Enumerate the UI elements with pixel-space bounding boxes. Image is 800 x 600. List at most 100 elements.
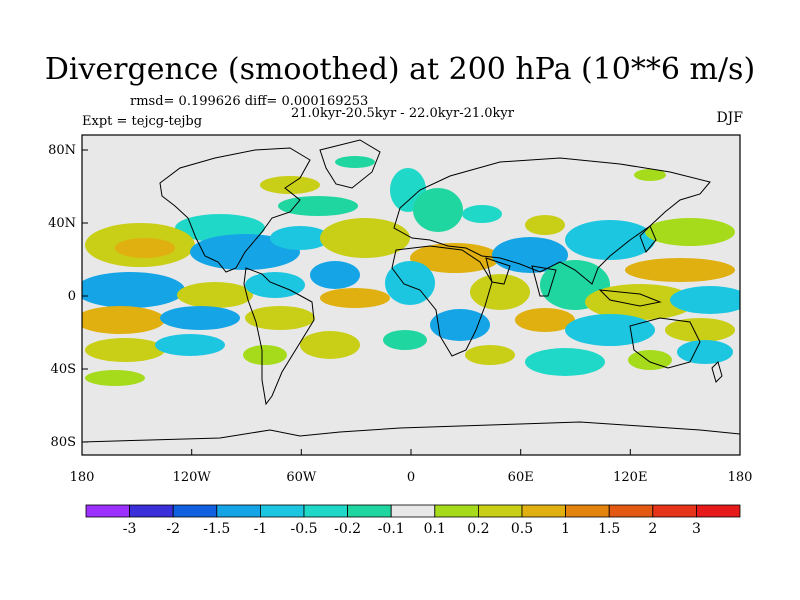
contour-patch xyxy=(525,348,605,376)
contour-patch xyxy=(383,330,427,350)
colorbar-box xyxy=(608,504,654,518)
colorbar-box xyxy=(652,504,697,518)
contour-patch xyxy=(565,314,655,346)
africa-outline xyxy=(391,245,493,357)
colorbar-box xyxy=(696,504,741,518)
contour-patch xyxy=(245,272,305,298)
contour-patch xyxy=(82,306,165,334)
colorbar-label: -2 xyxy=(166,521,180,537)
contour-patch xyxy=(160,306,240,330)
stats-text: rmsd= 0.199626 diff= 0.000169253 xyxy=(130,94,369,109)
colorbar-box xyxy=(216,504,261,518)
contour-patch xyxy=(115,238,175,258)
new-zealand-outline xyxy=(711,361,723,383)
colorbar-box xyxy=(390,504,436,518)
south-america-outline xyxy=(243,267,315,406)
colorbar-labels: -3 -2 -1.5 -1 -0.5 -0.2 -0.1 0.1 0.2 0.5 1 1.5 2 3 xyxy=(123,521,701,537)
colorbar-label: -1.5 xyxy=(203,521,230,537)
contour-patch xyxy=(177,282,253,308)
australia-outline xyxy=(629,317,701,369)
coastlines xyxy=(82,139,740,443)
longitude-axis: 180 120W 60W 0 60E 120E 180 xyxy=(70,449,753,485)
lat-label: 40N xyxy=(48,216,76,231)
colorbar-box xyxy=(85,504,130,518)
contour-patch xyxy=(320,218,410,258)
contour-patch xyxy=(628,350,672,370)
contour-patch xyxy=(410,243,500,273)
colorbar-label: -0.5 xyxy=(291,521,318,537)
contour-patch xyxy=(430,309,490,341)
lon-label: 180 xyxy=(70,470,95,485)
colorbar-box xyxy=(521,504,566,518)
contour-patch xyxy=(270,226,330,250)
japan-outline xyxy=(639,225,657,253)
contour-patch xyxy=(492,237,568,273)
colorbar-box xyxy=(347,504,392,518)
season-label: DJF xyxy=(716,110,743,126)
colorbar-box xyxy=(129,504,174,518)
greenland-outline xyxy=(319,139,381,189)
colorbar-label: 3 xyxy=(692,521,701,537)
colorbar-label: -0.1 xyxy=(378,521,405,537)
antarctica-outline xyxy=(82,421,740,443)
contour-patch xyxy=(82,272,185,308)
north-america-outline xyxy=(159,147,311,273)
contour-patch xyxy=(245,306,315,330)
india-outline xyxy=(531,265,557,297)
colorbar-label: -3 xyxy=(123,521,137,537)
lat-label: 40S xyxy=(51,362,76,377)
experiment-label: Expt = tejcg-tejbg xyxy=(82,114,203,129)
colorbar-label: 1 xyxy=(561,521,570,537)
contour-patch xyxy=(465,345,515,365)
colorbar-box xyxy=(259,504,305,518)
colorbar-label: 0.5 xyxy=(511,521,533,537)
colorbar xyxy=(85,504,741,518)
contour-patch xyxy=(385,261,435,305)
contour-patch xyxy=(85,370,145,386)
contour-patch xyxy=(300,331,360,359)
colorbar-label: 0.1 xyxy=(424,521,446,537)
colorbar-box xyxy=(172,504,218,518)
contour-patch xyxy=(585,284,695,320)
lon-label: 0 xyxy=(407,470,415,485)
contour-patch xyxy=(625,258,735,282)
contour-patch xyxy=(565,220,655,260)
contour-patch xyxy=(515,308,575,332)
colorbar-label: 2 xyxy=(648,521,657,537)
colorbar-label: -0.2 xyxy=(334,521,361,537)
contour-patch xyxy=(470,274,530,310)
indonesia-outline xyxy=(598,289,662,307)
lat-label: 0 xyxy=(68,289,76,304)
contour-patch xyxy=(278,196,358,216)
lon-label: 120E xyxy=(613,470,647,485)
contour-fields xyxy=(82,156,740,386)
colorbar-box xyxy=(565,504,610,518)
eurasia-outline xyxy=(393,157,711,285)
contour-patch xyxy=(85,338,165,362)
arabia-outline xyxy=(485,257,511,285)
latitude-axis: 80N 40N 0 40S 80S xyxy=(48,143,88,450)
contour-patch xyxy=(243,345,287,365)
colorbar-label: 0.2 xyxy=(467,521,489,537)
contour-patch xyxy=(670,286,740,314)
contour-patch xyxy=(525,215,565,235)
lat-label: 80N xyxy=(48,143,76,158)
plot-title: Divergence (smoothed) at 200 hPa (10**6 … xyxy=(44,52,756,87)
contour-patch xyxy=(413,188,463,232)
colorbar-label: -1 xyxy=(254,521,268,537)
contour-patch xyxy=(335,156,375,168)
contour-patch xyxy=(634,169,666,181)
contour-patch xyxy=(645,218,735,246)
lat-label: 80S xyxy=(51,435,76,450)
colorbar-label: 1.5 xyxy=(598,521,620,537)
contour-patch xyxy=(665,318,735,342)
lon-label: 180 xyxy=(728,470,753,485)
contour-patch xyxy=(677,340,733,364)
contour-patch xyxy=(462,205,502,223)
contour-patch xyxy=(320,288,390,308)
colorbar-box xyxy=(303,504,348,518)
lon-label: 60E xyxy=(508,470,534,485)
period-text: 21.0kyr-20.5kyr - 22.0kyr-21.0kyr xyxy=(291,106,514,121)
colorbar-box xyxy=(434,504,479,518)
